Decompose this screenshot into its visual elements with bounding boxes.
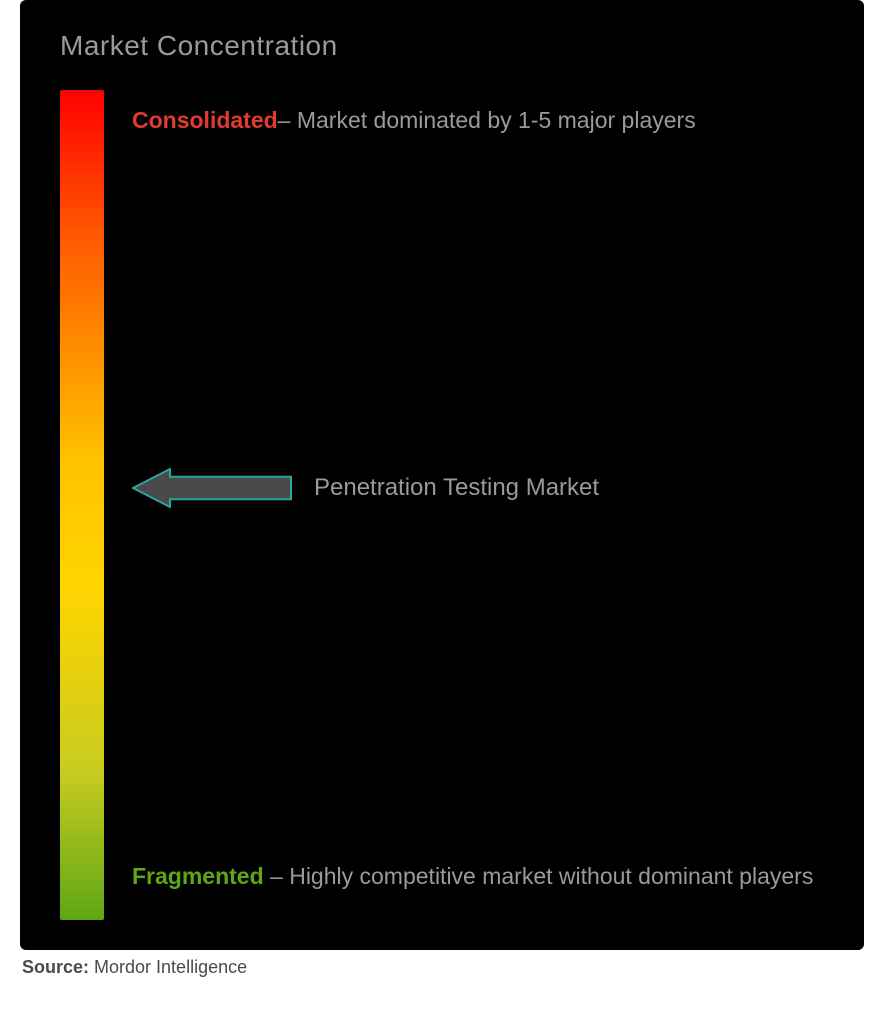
consolidated-label: Consolidated– Market dominated by 1-5 ma… bbox=[132, 96, 814, 144]
fragmented-label: Fragmented – Highly competitive market w… bbox=[132, 852, 814, 900]
source-value: Mordor Intelligence bbox=[89, 957, 247, 977]
source-label: Source: bbox=[22, 957, 89, 977]
pointer-arrow-icon bbox=[132, 468, 292, 508]
fragmented-emph: Fragmented bbox=[132, 863, 264, 889]
card-title: Market Concentration bbox=[60, 30, 824, 62]
concentration-gradient-bar bbox=[60, 90, 104, 920]
content-row: Consolidated– Market dominated by 1-5 ma… bbox=[60, 90, 824, 920]
consolidated-rest: – Market dominated by 1-5 major players bbox=[278, 107, 696, 133]
concentration-card: Market Concentration Consolidated– Marke… bbox=[20, 0, 864, 950]
consolidated-emph: Consolidated bbox=[132, 107, 278, 133]
source-line: Source: Mordor Intelligence bbox=[22, 957, 247, 978]
labels-column: Consolidated– Market dominated by 1-5 ma… bbox=[132, 90, 824, 920]
pointer-label: Penetration Testing Market bbox=[314, 474, 599, 502]
pointer-row: Penetration Testing Market bbox=[132, 468, 599, 508]
fragmented-rest: – Highly competitive market without domi… bbox=[264, 863, 814, 889]
